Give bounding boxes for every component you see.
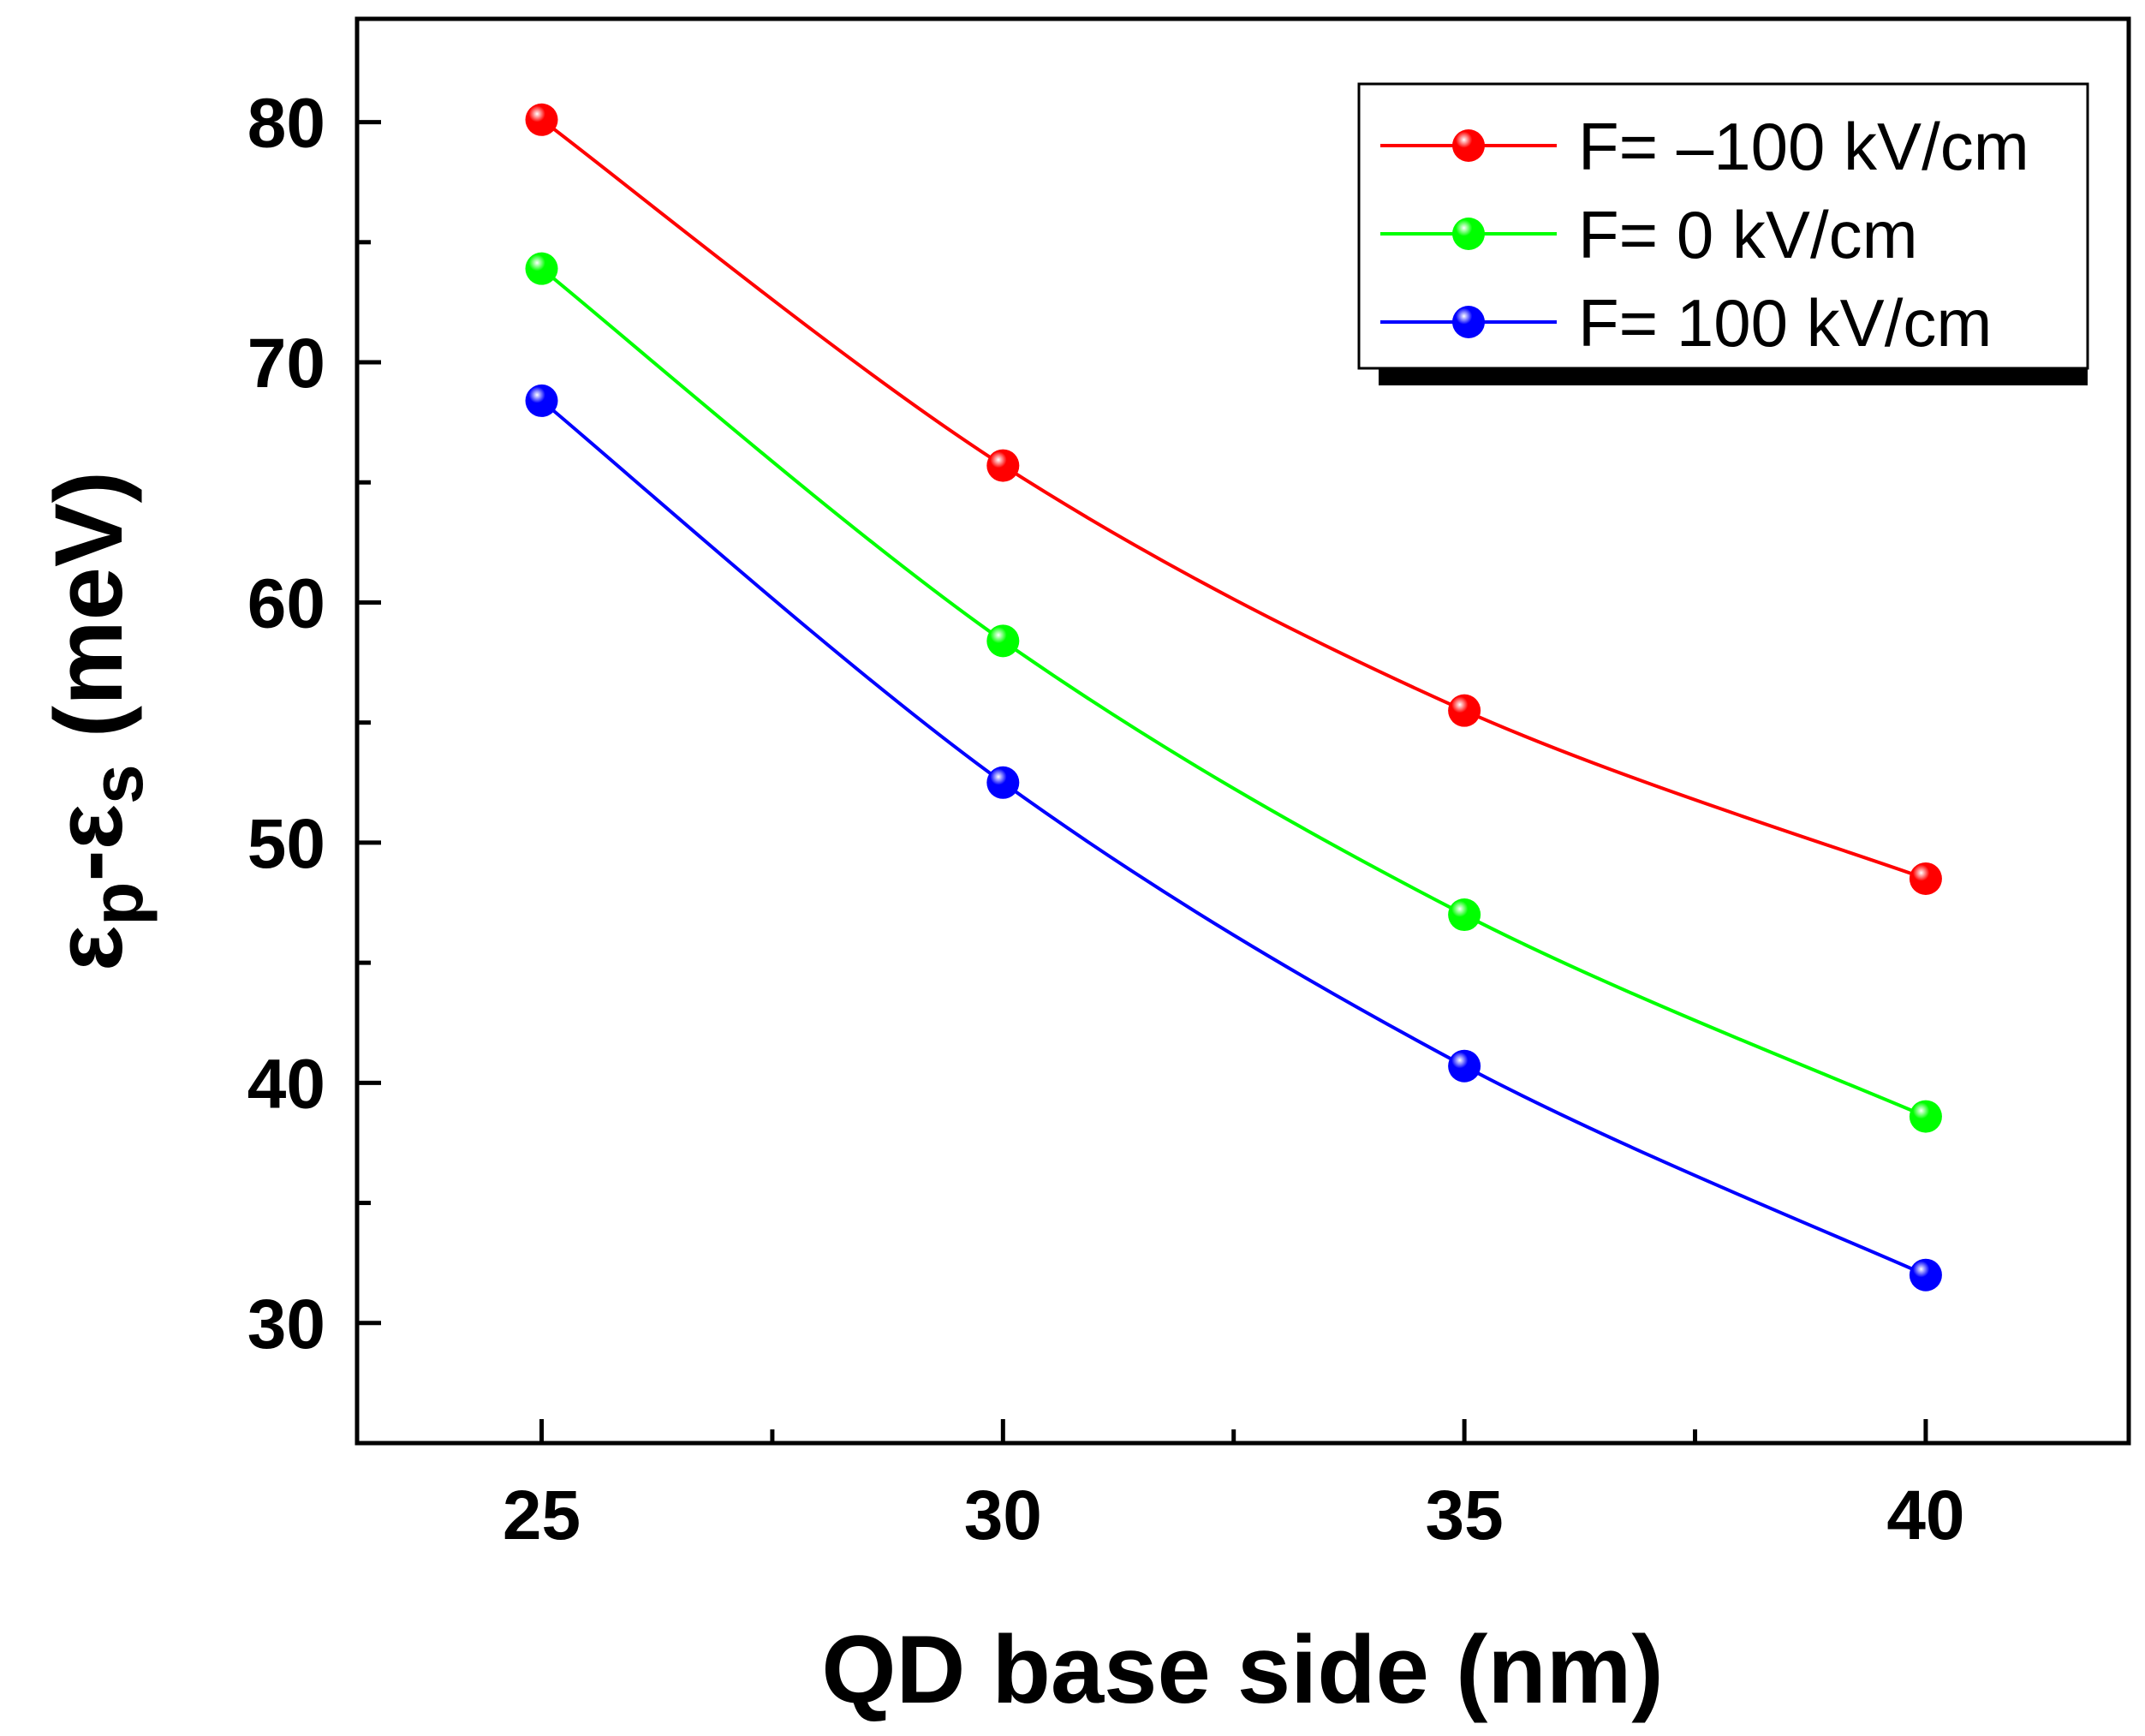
legend-items: F= –100 kV/cm F= 0 kV/cm F= 100 kV/cm [1380,109,2029,361]
y-axis-title: εp-εs (meV) [35,471,158,971]
series-points [525,103,1942,1292]
data-point [986,766,1020,799]
data-point [1448,1049,1481,1083]
y-tick-label: 70 [247,325,325,403]
series-line [540,399,1927,1277]
x-axis-title: QD base side (nm) [821,1616,1663,1723]
y-axis-epsilon-p: ε [35,926,142,971]
legend-marker [1452,129,1485,162]
y-tick-label: 50 [247,805,325,883]
data-point [986,449,1020,482]
series-lines [540,118,1927,1277]
data-point [1448,898,1481,932]
x-tick-label: 25 [503,1476,581,1554]
series-line [540,118,1927,880]
data-point [525,384,558,417]
y-tick-label: 60 [247,564,325,642]
legend-label: F= –100 kV/cm [1578,109,2029,184]
x-tick-label: 35 [1426,1476,1504,1554]
plot-frame [355,16,2131,1446]
data-point [986,624,1020,658]
data-point [1909,1258,1942,1292]
series-line [540,267,1927,1119]
y-axis-dash: - [35,850,142,881]
x-tick-labels: 25 30 35 40 [503,1476,1965,1554]
x-tick-label: 30 [964,1476,1042,1554]
y-tick-label: 30 [247,1286,325,1363]
y-axis-subscript-s: s [77,764,158,804]
y-tick-label: 80 [247,85,325,163]
legend-marker [1452,306,1485,338]
y-axis-epsilon-s: ε [35,804,142,850]
y-axis-subscript-p: p [77,882,158,926]
legend-marker [1452,218,1485,250]
legend: F= –100 kV/cm F= 0 kV/cm F= 100 kV/cm [1357,82,2089,385]
data-point [1909,862,1942,895]
axis-ticks [357,120,1928,1443]
y-axis-unit: (meV) [35,471,142,764]
data-point [1909,1100,1942,1133]
data-point [1448,694,1481,727]
x-tick-label: 40 [1886,1476,1964,1554]
data-point [525,103,558,136]
y-tick-labels: 30 40 50 60 70 80 [247,85,325,1363]
data-point [525,252,558,285]
legend-label: F= 0 kV/cm [1578,197,1918,272]
legend-label: F= 100 kV/cm [1578,285,1992,361]
y-tick-label: 40 [247,1045,325,1123]
